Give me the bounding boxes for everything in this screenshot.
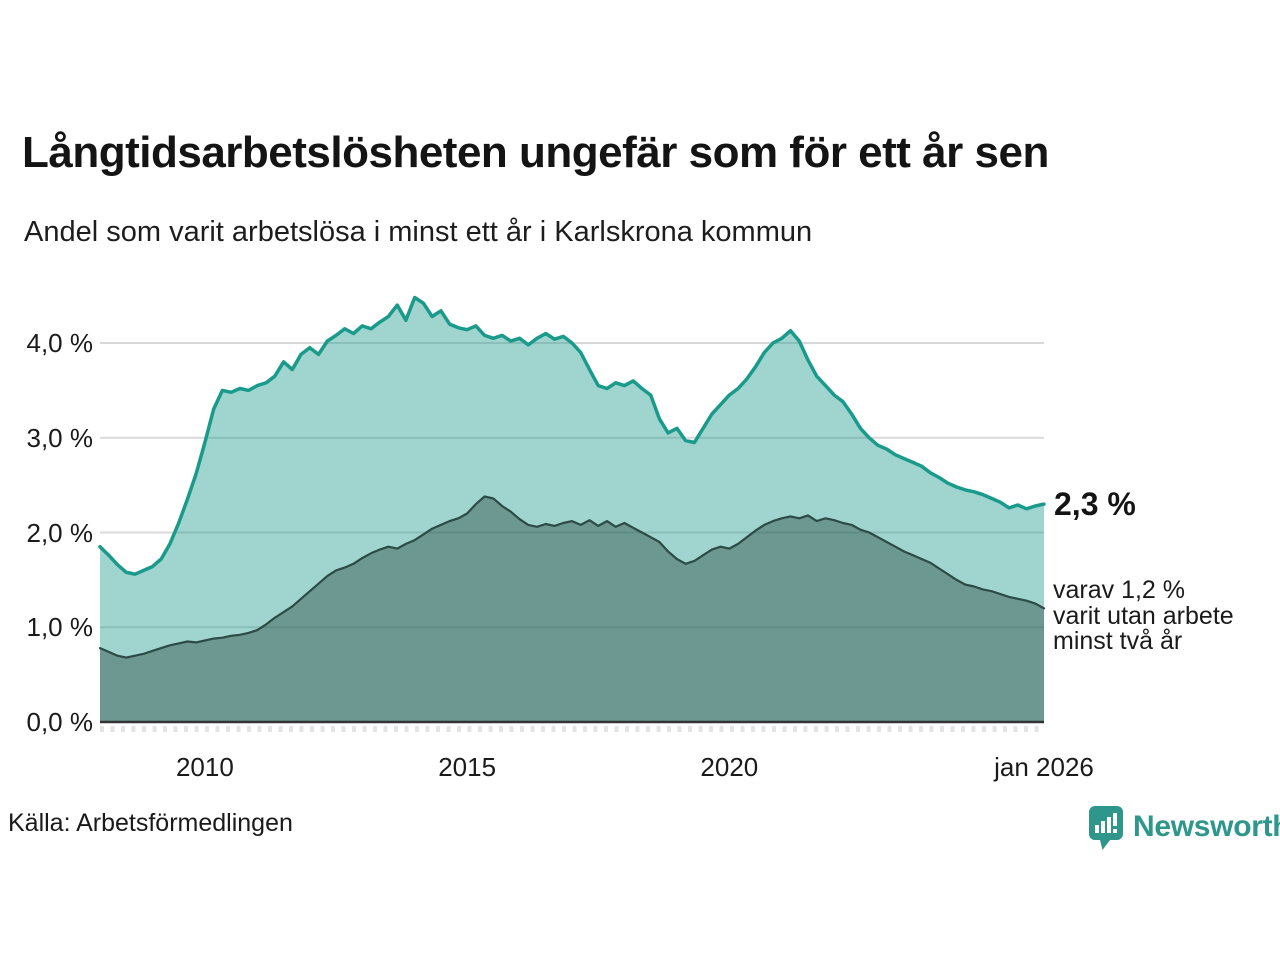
x-axis-tick-label: 2015 xyxy=(438,752,497,782)
chart-title: Långtidsarbetslösheten ungefär som för e… xyxy=(22,128,1049,177)
y-axis-tick-label: 1,0 % xyxy=(26,612,94,643)
y-axis-tick-label: 3,0 % xyxy=(26,422,94,453)
area-two-years-plus xyxy=(100,496,1044,722)
end-note-line-1: varav 1,2 % xyxy=(1053,576,1186,604)
end-note-annotation: varav 1,2 % varit utan arbete minst två … xyxy=(1053,576,1234,655)
logo-exclamation-dot xyxy=(1113,829,1117,833)
newsworthy-logo-icon xyxy=(1089,806,1123,850)
y-axis-tick-label: 4,0 % xyxy=(26,328,94,358)
source-attribution: Källa: Arbetsförmedlingen xyxy=(8,809,293,837)
logo-bar-tall xyxy=(1107,817,1111,833)
y-axis-tick-label: 2,0 % xyxy=(26,517,94,548)
y-axis-tick-label: 0,0 % xyxy=(26,707,94,737)
logo-bar-medium xyxy=(1101,821,1105,833)
line-total-longterm xyxy=(98,295,1046,576)
x-axis-tick-label: 2020 xyxy=(700,752,759,782)
end-note-line-2: varit utan arbete xyxy=(1053,601,1234,630)
newsworthy-logo-text: Newsworthy xyxy=(1133,810,1280,843)
line-two-years-plus xyxy=(98,495,1046,659)
x-axis-tick-label: 2010 xyxy=(175,752,234,782)
logo-bar-small xyxy=(1095,825,1099,833)
newsworthy-logo[interactable]: Newsworthy xyxy=(1088,805,1280,853)
chart-subtitle: Andel som varit arbetslösa i minst ett å… xyxy=(24,216,813,248)
end-value-annotation: 2,3 % xyxy=(1054,486,1136,522)
x-axis-tick-label: jan 2026 xyxy=(994,752,1094,782)
end-note-line-3: minst två år xyxy=(1053,627,1183,655)
x-axis-minor-ticks xyxy=(100,726,1044,732)
logo-exclamation-stem xyxy=(1113,813,1117,826)
area-total-longterm xyxy=(100,297,1044,722)
